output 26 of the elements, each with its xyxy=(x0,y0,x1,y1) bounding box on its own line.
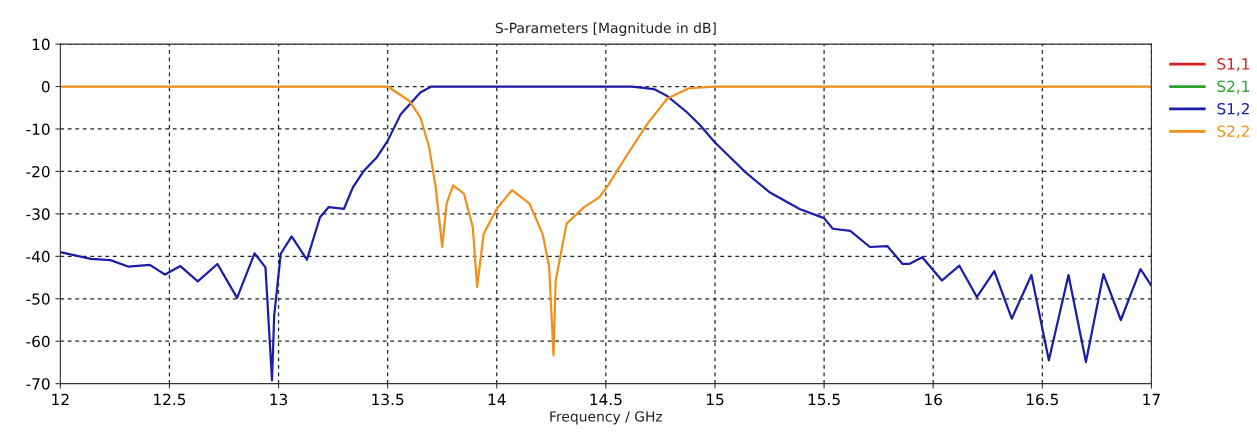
x-tick-label: 17 xyxy=(1143,393,1160,405)
y-tick-label: -70 xyxy=(26,378,50,390)
x-tick-label: 12.5 xyxy=(154,393,186,406)
chart-title: S-Parameters [Magnitude in dB] xyxy=(495,22,716,36)
legend-label: S1,1 xyxy=(1217,58,1250,72)
x-tick-label: 15 xyxy=(706,393,724,406)
y-tick-label: -20 xyxy=(26,165,50,178)
y-tick-label: -40 xyxy=(26,250,50,263)
legend-label: S2,1 xyxy=(1217,80,1250,94)
y-tick-label: -60 xyxy=(26,335,50,348)
x-tick-label: 16 xyxy=(925,393,942,406)
x-tick-label: 13.5 xyxy=(372,393,404,406)
x-tick-label: 13 xyxy=(270,393,288,406)
y-tick-label: 10 xyxy=(32,38,50,51)
x-tick-label: 15.5 xyxy=(808,393,840,406)
legend-label: S1,2 xyxy=(1217,102,1249,117)
y-tick-label: -50 xyxy=(26,293,50,305)
legend-label: S2,2 xyxy=(1217,125,1249,139)
y-tick-label: 0 xyxy=(41,81,50,93)
x-axis-title: Frequency / GHz xyxy=(550,411,663,425)
x-tick-label: 16.5 xyxy=(1026,393,1058,406)
y-tick-label: -10 xyxy=(26,123,50,136)
x-tick-label: 12 xyxy=(52,393,69,405)
y-tick-label: -30 xyxy=(26,208,50,220)
x-tick-label: 14 xyxy=(488,393,506,405)
x-tick-label: 14.5 xyxy=(590,393,622,406)
